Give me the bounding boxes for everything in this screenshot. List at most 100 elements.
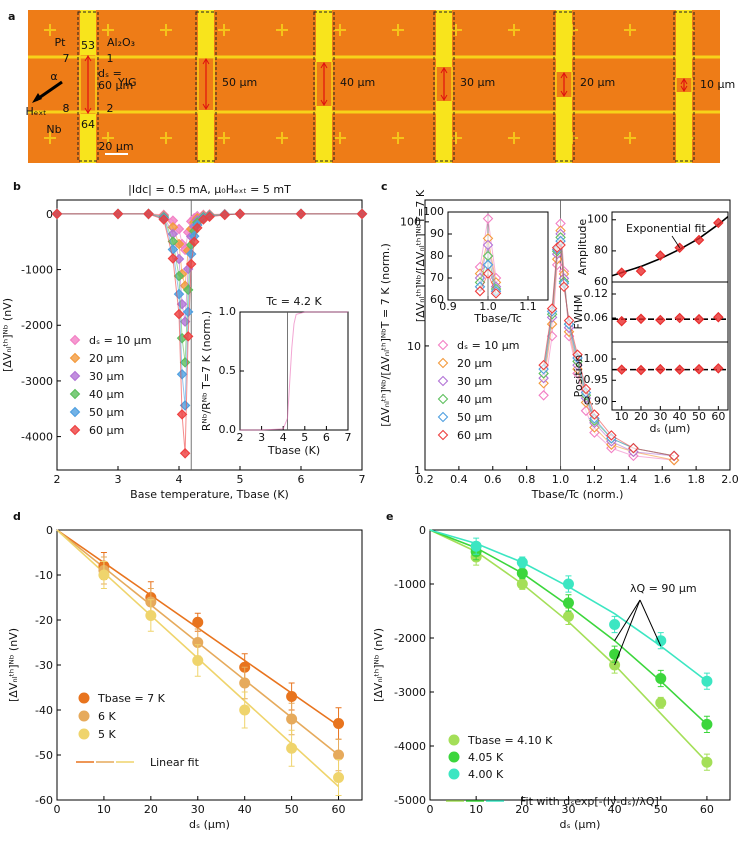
y-tick-label: 0.5	[219, 364, 237, 377]
x-tick-label: 20	[634, 410, 648, 423]
data-point	[356, 208, 368, 220]
micrograph-label: α	[50, 70, 57, 83]
dashed-box	[673, 11, 695, 162]
micrograph-label: 8	[63, 102, 70, 115]
data-point	[655, 363, 666, 375]
micrograph-label: 40 μm	[340, 76, 375, 89]
x-tick-label: 2	[237, 431, 244, 444]
data-point	[701, 675, 713, 687]
x-tick-label: 1.0	[479, 300, 497, 313]
data-point	[176, 409, 188, 420]
panel-label: c	[381, 180, 388, 193]
micrograph-label: 50 μm	[222, 76, 257, 89]
chart-title: Tc = 4.2 K	[265, 295, 322, 308]
legend-label: Fit with dₛexp[-(ly-dₛ)/λQ]	[520, 795, 659, 808]
data-point	[204, 211, 215, 222]
data-point	[563, 315, 575, 326]
legend-label: dₛ = 10 μm	[89, 334, 152, 347]
x-axis-label: Tbase (K)	[267, 444, 320, 457]
data-point	[674, 312, 685, 324]
data-point	[470, 540, 482, 552]
legend-marker	[69, 424, 81, 436]
data-point	[98, 569, 110, 581]
micrograph-label: 30 μm	[460, 76, 495, 89]
data-point	[701, 718, 713, 730]
y-tick-label: 0.12	[584, 287, 609, 300]
x-axis-label: dₛ (μm)	[560, 818, 601, 831]
data-point	[655, 673, 667, 684]
arrow-head	[320, 62, 328, 106]
series-line	[543, 244, 675, 457]
y-tick-label: -3000	[394, 686, 426, 699]
legend-label: 6 K	[98, 710, 116, 723]
annotation-arrow	[614, 599, 641, 666]
data-point	[713, 363, 724, 374]
nb-strip	[80, 10, 96, 55]
y-tick-label: -40	[35, 704, 53, 717]
legend-marker	[437, 375, 449, 387]
x-tick-label: 1.6	[653, 473, 671, 486]
axes-frame	[611, 281, 729, 343]
x-tick-label: 3	[115, 473, 122, 486]
data-point	[192, 616, 204, 628]
data-point	[286, 713, 298, 725]
y-axis-label: Rᴺᵇ/Rᴺᵇ T=7 K (norm.)	[200, 311, 213, 431]
y-tick-label: 0	[46, 524, 53, 537]
x-tick-label: 1.8	[687, 473, 705, 486]
annotation-arrow	[639, 599, 662, 647]
data-point	[616, 315, 627, 327]
micrograph-label: dₛ =	[98, 67, 122, 80]
data-point	[516, 556, 528, 568]
dashed-box	[433, 11, 455, 162]
data-point	[192, 222, 203, 234]
x-tick-label: 60	[700, 803, 714, 816]
data-point	[176, 368, 188, 380]
y-tick-label: -3000	[21, 375, 53, 388]
y-tick-label: 100	[423, 205, 444, 218]
data-point	[474, 285, 486, 297]
y-tick-label: -4000	[394, 740, 426, 753]
x-tick-label: 30	[561, 803, 575, 816]
legend-label: 40 μm	[89, 388, 124, 401]
nb-strip	[316, 106, 332, 163]
axes-frame	[429, 529, 731, 801]
micrograph-label: 10 μm	[700, 78, 735, 91]
arrow-head	[440, 67, 448, 101]
x-tick-label: 3	[258, 431, 265, 444]
micrograph-label: Pt	[55, 36, 67, 49]
x-tick-label: 6	[298, 473, 305, 486]
x-tick-label: 20	[144, 803, 158, 816]
x-tick-label: 50	[654, 803, 668, 816]
micrograph-label: 53	[81, 39, 95, 52]
legend-marker	[448, 734, 460, 746]
nb-strip	[198, 10, 214, 58]
annotation: Exponential fit	[626, 222, 706, 235]
x-tick-label: 1.0	[552, 473, 570, 486]
data-point	[609, 648, 621, 660]
y-tick-label: -50	[35, 749, 53, 762]
legend-label: Linear fit	[150, 756, 200, 769]
data-point	[239, 704, 251, 716]
x-tick-label: 0.4	[450, 473, 468, 486]
data-point	[286, 742, 298, 754]
x-tick-label: 4	[176, 473, 183, 486]
legend-marker	[437, 411, 449, 423]
legend-marker	[437, 429, 449, 441]
legend-label: 4.05 K	[468, 751, 504, 764]
y-axis-label: [ΔVₙₗᵗʰ]ᴺᵇ/[ΔVₙₗᵗʰ]ᴺᵇT=7 K	[414, 189, 427, 322]
legend-marker	[69, 388, 81, 400]
data-point	[482, 268, 494, 279]
x-tick-label: 40	[608, 803, 622, 816]
x-tick-label: 10	[469, 803, 483, 816]
data-point	[185, 258, 197, 270]
dashed-box	[77, 11, 99, 162]
legend-marker	[437, 339, 449, 351]
legend-marker	[69, 406, 81, 418]
legend-marker	[78, 692, 90, 704]
data-point	[182, 306, 194, 318]
x-axis-label: dₛ (μm)	[189, 818, 230, 831]
x-tick-label: 30	[653, 410, 667, 423]
x-tick-label: 1.2	[586, 473, 604, 486]
h-arrow-head	[32, 93, 42, 103]
dashed-box	[195, 11, 217, 162]
